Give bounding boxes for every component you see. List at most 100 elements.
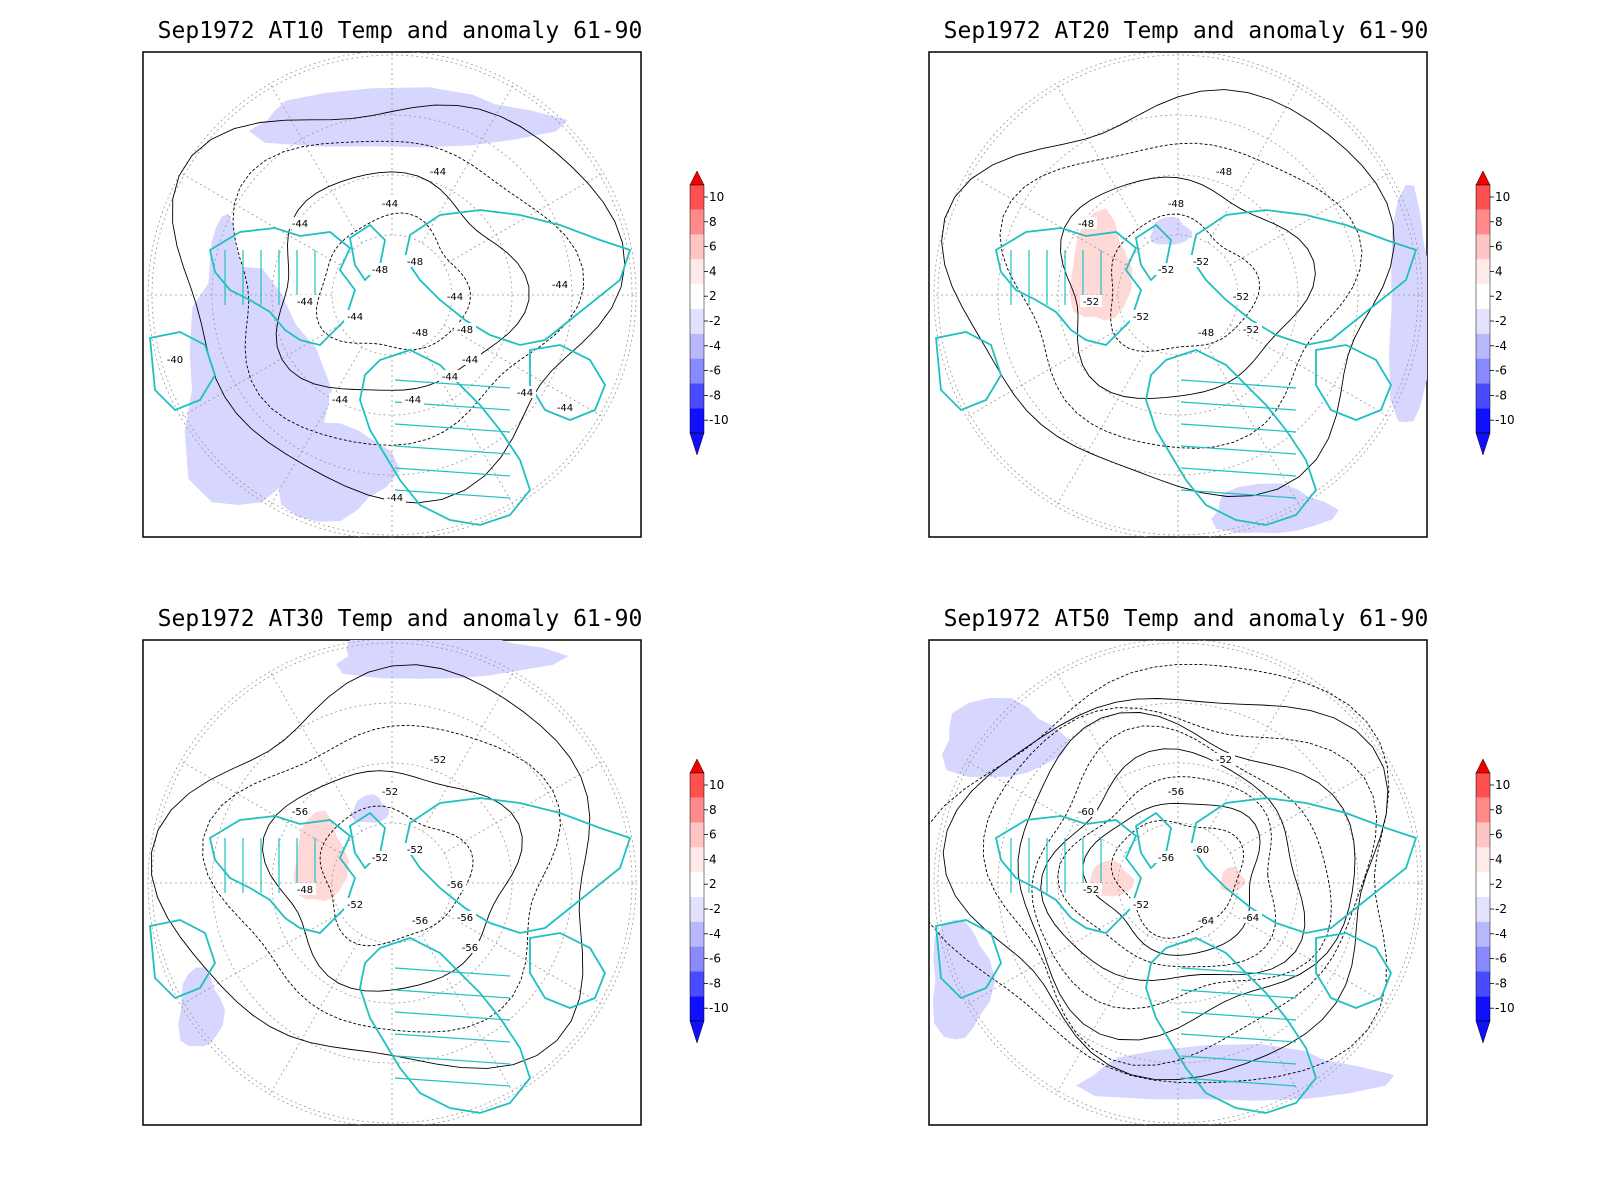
colorbar-top-arrow [689,758,705,774]
contour-label-bg [459,941,481,953]
colorbar-label: 2 [709,289,717,303]
colorbar-segment [1476,946,1490,972]
anomaly-cool-region [178,967,225,1047]
colorbar: 10 8 6 4 2 -2 -4 -6 -8 -10 [1475,758,1515,1044]
contour-label: -56 [1168,787,1184,798]
meridian-line [180,172,341,266]
contour-label-bg [1080,883,1102,895]
isotherm-contour [232,140,585,446]
colorbar-segment [1476,309,1490,334]
colorbar-bottom-arrow [1475,432,1491,456]
coastline [1145,937,1318,1114]
colorbar-label: -6 [1495,952,1507,966]
contour-label-bg [1195,326,1217,338]
contour-label: -52 [382,787,398,798]
meridian-line [966,912,1127,1006]
map-body: -44 -44 -44 -44 -44 -48 -48 -48 -48 -44 -44 -44 -40 -… [147,52,637,537]
map-body: -60 -56 -52 -52 -52 -56 -60 -64 -64 [929,640,1423,1125]
contour-label-bg [1080,295,1102,307]
colorbar-label: -8 [1495,976,1507,990]
coastline [1190,209,1418,346]
meridian-line [443,760,604,854]
isotherm-contour [1057,776,1276,968]
contour-label: -52 [1083,885,1099,896]
contour-label-bg [454,323,476,335]
colorbar-segment [690,259,704,285]
contour-label-bg [289,217,311,229]
contour-label-bg [379,197,401,209]
contour-label-bg [344,898,366,910]
contour-label: -44 [430,167,446,178]
contour-label-bg [294,295,316,307]
contour-label: -44 [557,403,573,414]
colorbar-segment [690,383,704,409]
contour-label-bg [369,263,391,275]
isotherm-contour [172,104,626,504]
contour-label-bg [1165,197,1187,209]
colorbar-segment [1476,921,1490,947]
contour-label-bg [409,914,431,926]
colorbar-segment [1476,996,1490,1021]
country-border [394,1011,511,1021]
contour-label-bg [454,911,476,923]
contour-label: -60 [1193,845,1209,856]
colorbar-label: 8 [1495,215,1503,229]
colorbar-label: 8 [709,803,717,817]
anomaly-cool-region [273,422,401,522]
contour-label-bg [1165,785,1187,797]
colorbar-segment [1476,209,1490,235]
contour-label: -44 [347,312,363,323]
contour-label: -52 [1216,755,1232,766]
country-border [394,989,511,999]
isotherm-contour [151,664,591,1069]
contour-label-bg [329,393,351,405]
contour-label: -52 [1243,325,1259,336]
colorbar-label: 6 [709,240,717,254]
colorbar-outline [1475,772,1491,1022]
contour-label: -44 [332,395,348,406]
panel-title: Sep1972 AT20 Temp and anomaly 61-90 [943,18,1429,44]
colorbar-label: -6 [709,364,721,378]
colorbar-segment [690,234,704,260]
meridian-line [1229,172,1390,266]
contour-label: -48 [1078,219,1094,230]
meridian-line [443,172,604,266]
country-border [1180,967,1297,977]
colorbar-segment [1476,383,1490,409]
colorbar-top-arrow [1475,170,1491,186]
meridian-line [180,912,341,1006]
contour-label: -48 [457,325,473,336]
colorbar-segment [1476,847,1490,873]
anomaly-cool-region [933,919,996,1040]
contour-label: -44 [442,372,458,383]
contour-label: -52 [407,845,423,856]
map-at20: -48 -48 -48 -52 -52 -52 -52 -48 -52 -52 10 8 6 4 2 -2 -4… [928,51,1515,538]
colorbar-segment [1476,773,1490,798]
contour-label: -64 [1243,913,1259,924]
meridian-line [966,172,1127,266]
meridian-line [180,324,341,418]
contour-label: -48 [372,265,388,276]
contour-label: -52 [372,853,388,864]
colorbar-segment [1476,333,1490,359]
isotherm-contour [262,770,523,992]
country-border [1180,1011,1297,1021]
isotherm-contour [1017,712,1356,1041]
contour-label: -44 [462,355,478,366]
isotherm-contour [1031,725,1332,1010]
meridian-line [966,760,1127,854]
country-border [394,379,511,389]
coastline [1190,797,1418,934]
meridian-line [1207,346,1301,507]
isotherm-contour [319,805,474,947]
meridian-line [180,760,341,854]
panel-title: Sep1972 AT10 Temp and anomaly 61-90 [157,18,643,44]
colorbar-segment [1476,408,1490,433]
contour-label-bg [1075,217,1097,229]
meridian-line [1055,346,1149,507]
colorbar: 10 8 6 4 2 -2 -4 -6 -8 -10 [1475,170,1515,456]
panel-title: Sep1972 AT50 Temp and anomaly 61-90 [943,606,1429,632]
isotherm-contour [1110,213,1261,352]
coastline [359,937,532,1114]
meridian-line [443,912,604,1006]
